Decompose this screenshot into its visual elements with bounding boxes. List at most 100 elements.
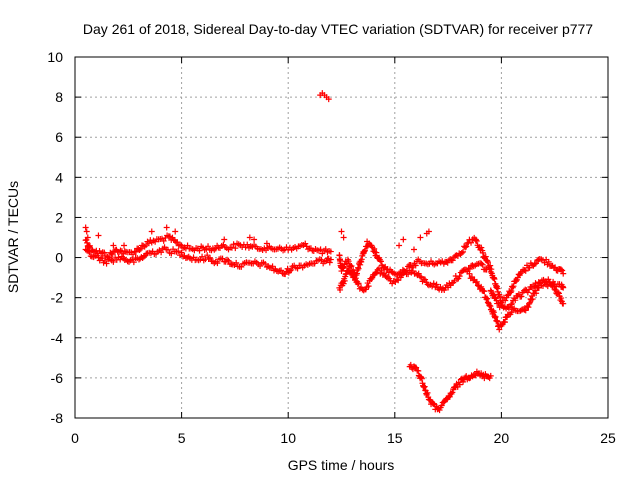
data-point xyxy=(545,258,552,265)
data-point xyxy=(204,252,211,259)
data-point xyxy=(484,295,491,302)
data-point xyxy=(148,228,155,235)
data-point xyxy=(430,280,437,287)
data-point xyxy=(340,264,347,271)
data-point xyxy=(230,241,237,248)
data-point xyxy=(513,278,520,285)
data-point xyxy=(352,275,359,282)
data-point xyxy=(327,256,334,263)
data-point xyxy=(348,270,355,277)
data-point xyxy=(86,242,93,249)
data-point xyxy=(397,274,404,281)
data-point xyxy=(121,242,128,249)
data-point xyxy=(84,234,91,241)
y-tick-label: 4 xyxy=(55,169,63,185)
x-axis-label: GPS time / hours xyxy=(288,457,395,473)
data-point xyxy=(531,283,538,290)
data-point xyxy=(449,389,456,396)
data-point xyxy=(473,238,480,245)
data-point xyxy=(424,389,431,396)
data-point xyxy=(294,265,301,272)
data-point xyxy=(458,250,465,257)
data-point xyxy=(137,245,144,252)
data-point xyxy=(529,296,536,303)
data-point xyxy=(371,245,378,252)
x-tick-label: 15 xyxy=(387,430,403,446)
x-axis: 0 5 10 15 20 25 xyxy=(71,57,616,446)
data-point xyxy=(368,276,375,282)
data-point xyxy=(244,241,251,248)
data-point xyxy=(178,249,185,256)
data-point xyxy=(317,246,324,253)
data-point xyxy=(415,367,422,374)
data-point xyxy=(531,261,538,268)
data-point xyxy=(410,246,417,253)
data-point xyxy=(364,238,371,245)
data-point xyxy=(354,281,361,288)
data-point xyxy=(502,297,509,304)
data-point xyxy=(521,306,528,313)
data-point xyxy=(407,361,414,368)
data-point xyxy=(400,236,407,243)
data-point xyxy=(278,267,285,274)
data-point xyxy=(522,307,529,314)
data-point xyxy=(158,249,165,256)
y-axis: -8 -6 -4 -2 0 2 4 6 8 10 xyxy=(47,49,608,426)
data-point xyxy=(132,248,139,255)
data-point xyxy=(325,96,332,103)
data-point xyxy=(518,293,525,300)
data-point xyxy=(492,313,499,320)
data-point xyxy=(522,267,529,274)
data-point xyxy=(462,244,469,251)
data-point xyxy=(232,245,239,252)
data-point xyxy=(418,375,425,382)
plot-frame xyxy=(74,56,609,419)
data-point xyxy=(373,269,380,276)
data-point xyxy=(526,300,533,307)
data-point xyxy=(110,242,117,249)
data-point xyxy=(482,253,489,260)
y-tick-label: -6 xyxy=(51,370,64,386)
data-point xyxy=(396,242,403,249)
data-point xyxy=(521,267,528,274)
data-point xyxy=(412,262,419,269)
data-point xyxy=(184,242,191,249)
data-point xyxy=(509,300,516,307)
data-point xyxy=(478,244,485,251)
data-point xyxy=(377,258,384,265)
data-point xyxy=(533,290,540,297)
data-point xyxy=(490,291,497,298)
data-point xyxy=(418,374,425,381)
data-point xyxy=(473,278,480,285)
data-point xyxy=(338,228,345,235)
data-point xyxy=(481,288,488,295)
data-point xyxy=(282,271,289,278)
data-point xyxy=(257,263,264,270)
data-point xyxy=(416,273,423,280)
data-point xyxy=(136,246,143,253)
data-point xyxy=(460,248,467,255)
data-point xyxy=(361,247,368,254)
data-point xyxy=(479,261,486,268)
data-point xyxy=(558,266,565,273)
data-point xyxy=(532,260,539,267)
data-point xyxy=(327,248,334,255)
data-point xyxy=(345,258,352,265)
y-tick-label: 2 xyxy=(55,209,63,225)
data-point xyxy=(246,234,253,241)
data-point xyxy=(524,289,531,296)
data-point xyxy=(368,242,375,249)
data-point xyxy=(348,263,355,270)
data-point xyxy=(145,240,152,247)
chart-title: Day 261 of 2018, Sidereal Day-to-day VTE… xyxy=(83,21,593,37)
data-point xyxy=(487,287,494,294)
data-point xyxy=(196,247,203,254)
data-point xyxy=(103,260,110,267)
data-point xyxy=(86,244,93,251)
data-point xyxy=(555,290,562,297)
data-point xyxy=(233,259,240,266)
data-point xyxy=(219,255,226,262)
grid xyxy=(75,57,608,418)
data-point xyxy=(85,248,92,255)
